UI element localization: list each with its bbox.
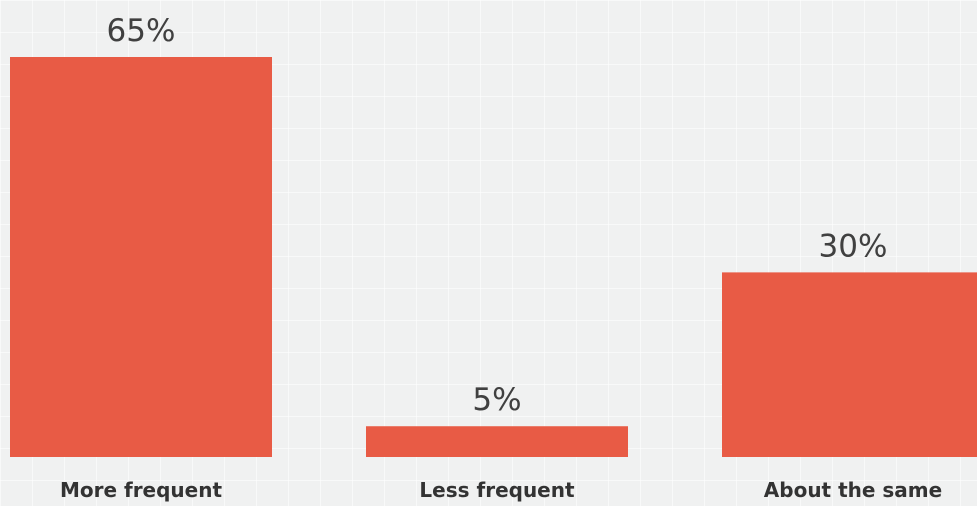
value-label-0: 65% — [107, 13, 176, 49]
category-labels-group: More frequent Less frequent About the same — [60, 478, 942, 502]
category-label-1: Less frequent — [419, 478, 575, 502]
bars-group — [10, 57, 977, 457]
bar-2 — [722, 272, 977, 457]
category-label-0: More frequent — [60, 478, 223, 502]
value-label-2: 30% — [819, 228, 888, 264]
bar-1 — [366, 426, 628, 457]
value-labels-group: 65% 5% 30% — [107, 13, 888, 418]
value-label-1: 5% — [472, 382, 521, 418]
bar-0 — [10, 57, 272, 457]
category-label-2: About the same — [764, 478, 942, 502]
